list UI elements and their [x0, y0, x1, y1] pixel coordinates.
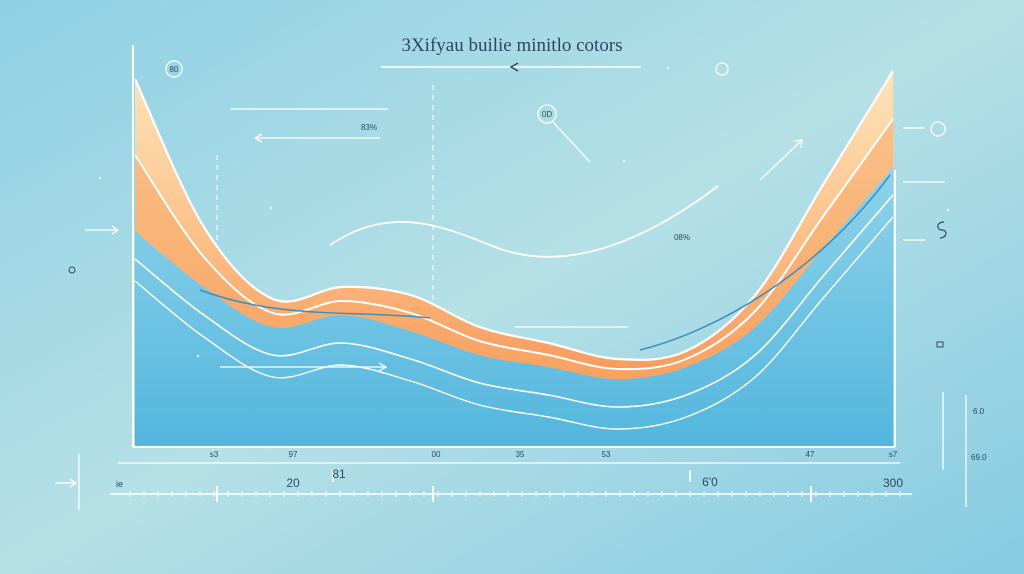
x-tick-label: 35 — [516, 450, 525, 459]
x-tick-label: 00 — [432, 450, 441, 459]
sparkles — [98, 66, 950, 358]
axis-number-label: 300 — [883, 476, 903, 490]
annotation-label: 0D — [542, 110, 552, 119]
annotation-pointer — [552, 121, 591, 163]
axis-edge-label: ie — [116, 479, 123, 489]
x-tick-label: 97 — [289, 450, 298, 459]
blue-accent-line — [199, 289, 431, 319]
annotation-label: 80 — [170, 65, 179, 74]
axes — [132, 45, 896, 448]
title-arrow — [509, 62, 519, 72]
trend-wave — [329, 185, 719, 258]
x-tick-label: 47 — [806, 450, 815, 459]
trend-arrow — [759, 139, 803, 181]
blue-accent-line-right — [639, 174, 891, 351]
lower-series-area — [135, 167, 893, 447]
upper-series-line — [134, 70, 894, 361]
arrow-head — [378, 362, 388, 372]
axis-number-label: 81 — [332, 467, 346, 481]
x-tick-label: 53 — [602, 450, 611, 459]
arrow-head — [69, 478, 78, 488]
right-value-label: 69.0 — [971, 453, 987, 462]
upper-series-inner-fold — [135, 119, 893, 379]
upper-series-area — [135, 71, 893, 379]
tag-icon — [936, 341, 944, 348]
scale-ruler — [110, 462, 912, 502]
annotation-label: 83% — [361, 123, 377, 132]
lower-curve-line-2 — [134, 216, 894, 430]
arrow-head — [253, 133, 263, 143]
axis-number-label: 20 — [286, 476, 300, 490]
annotation-label: 08% — [674, 233, 690, 242]
annotation-badge-circle — [537, 104, 557, 124]
pin-icon — [68, 266, 76, 274]
lower-curve-line-1 — [134, 194, 894, 408]
clock-icon — [715, 62, 729, 76]
chart-title: 3Xifyau builie minitlo cotors — [401, 35, 622, 56]
annotation-badge-circle — [165, 60, 183, 78]
arrow-head — [111, 225, 120, 235]
script-glyph — [937, 221, 947, 239]
info-icon — [930, 121, 946, 137]
right-value-label: 6.0 — [973, 407, 985, 416]
x-tick-label: s3 — [210, 450, 219, 459]
arrow-head — [793, 139, 803, 149]
x-tick-label: s7 — [889, 450, 898, 459]
axis-number-label: 6'0 — [702, 475, 718, 489]
